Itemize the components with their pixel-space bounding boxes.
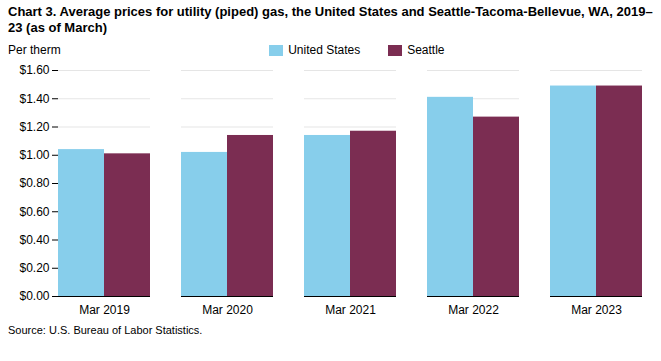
svg-text:Mar 2021: Mar 2021: [325, 303, 376, 317]
svg-text:$0.60: $0.60: [19, 205, 49, 219]
svg-text:Mar 2020: Mar 2020: [202, 303, 253, 317]
html-text:Chart 3. Average prices for ut: Chart 3. Average prices for utility (pip…: [8, 4, 653, 35]
svg-text:$0.20: $0.20: [19, 261, 49, 275]
html-text:Per therm: Per therm: [8, 43, 61, 57]
svg-text:$0.00: $0.00: [19, 289, 49, 303]
svg-text:$1.40: $1.40: [19, 92, 49, 106]
svg-text:$1.20: $1.20: [19, 120, 49, 134]
html-text:Seattle: Seattle: [407, 43, 445, 57]
svg-text:$0.40: $0.40: [19, 233, 49, 247]
html-text:Source: U.S. Bureau of Labor S: Source: U.S. Bureau of Labor Statistics.: [8, 324, 203, 336]
svg-text:$1.60: $1.60: [19, 63, 49, 77]
svg-text:Mar 2023: Mar 2023: [571, 303, 622, 317]
svg-text:$1.00: $1.00: [19, 148, 49, 162]
svg-text:Mar 2019: Mar 2019: [79, 303, 130, 317]
svg-text:$0.80: $0.80: [19, 176, 49, 190]
html-text:United States: United States: [288, 43, 361, 57]
svg-text:Mar 2022: Mar 2022: [448, 303, 499, 317]
